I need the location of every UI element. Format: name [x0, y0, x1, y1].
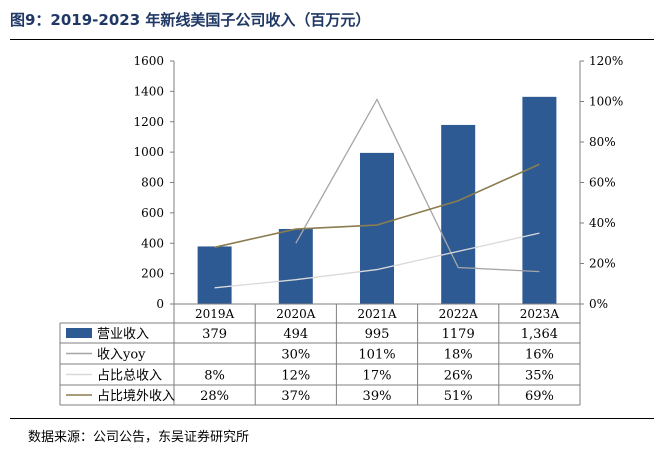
- left-axis-tick-label: 200: [141, 267, 164, 281]
- left-axis-tick-label: 0: [156, 297, 164, 311]
- x-axis-category-label: 2019A: [195, 307, 235, 321]
- table-cell-value: 8%: [204, 369, 225, 384]
- table-cell-value: 12%: [281, 369, 310, 384]
- legend-label: 占比总收入: [97, 369, 162, 384]
- right-axis-tick-label: 120%: [589, 54, 623, 68]
- bar-revenue-2020A: [278, 228, 313, 304]
- left-axis-tick-label: 1400: [133, 84, 164, 98]
- left-axis-tick-label: 400: [141, 236, 164, 250]
- left-axis-tick-label: 600: [141, 206, 164, 220]
- legend-label: 营业收入: [97, 327, 149, 342]
- bar-revenue-2022A: [441, 124, 476, 304]
- title-rule: [10, 39, 654, 40]
- line-series: [214, 98, 540, 289]
- left-axis-tick-label: 1000: [133, 145, 164, 159]
- source-rule: [10, 418, 654, 419]
- line-revenue-yoy: [295, 98, 540, 273]
- table-cell-value: 17%: [363, 369, 392, 384]
- table-cell-value: 39%: [363, 389, 392, 404]
- right-axis-tick-label: 0%: [589, 297, 608, 311]
- legend-label: 收入yoy: [97, 348, 146, 363]
- left-axis-tick-label: 800: [141, 176, 164, 190]
- table-cell-value: 26%: [444, 369, 473, 384]
- left-axis-tick-label: 1600: [133, 54, 164, 68]
- table-cell-value: 37%: [281, 389, 310, 404]
- right-axis-tick-label: 20%: [589, 257, 616, 271]
- bar-revenue-2019A: [197, 246, 232, 304]
- figure-title: 图9：2019-2023 年新线美国子公司收入（百万元）: [10, 11, 371, 29]
- x-axis-category-label: 2022A: [439, 307, 479, 321]
- legend-swatch-revenue: [66, 328, 92, 338]
- table-cell-value: 51%: [444, 389, 473, 404]
- table-cell-value: 30%: [281, 348, 310, 363]
- legend-label: 占比境外收入: [97, 389, 175, 404]
- x-axis-category-label: 2021A: [357, 307, 397, 321]
- table-cell-value: 16%: [525, 348, 554, 363]
- right-axis-tick-label: 80%: [589, 135, 616, 149]
- table-cell-value: 379: [202, 327, 227, 342]
- table-cell-value: 35%: [525, 369, 554, 384]
- table-cell-value: 101%: [358, 348, 395, 363]
- bar-revenue-2021A: [360, 152, 394, 304]
- bar-series: [197, 96, 557, 304]
- table-cell-value: 69%: [525, 389, 554, 404]
- right-axis-tick-label: 40%: [589, 216, 616, 230]
- right-axis-tick-label: 100%: [589, 95, 623, 109]
- table-cell-value: 494: [283, 327, 308, 342]
- x-axis-category-label: 2023A: [520, 307, 560, 321]
- source-note: 数据来源：公司公告，东吴证券研究所: [28, 430, 250, 445]
- left-axis-tick-label: 1200: [133, 115, 164, 129]
- table-cell-value: 1,364: [521, 327, 558, 342]
- table-cell-value: 18%: [444, 348, 473, 363]
- table-cell-value: 28%: [200, 389, 229, 404]
- bar-revenue-2023A: [522, 96, 557, 304]
- x-axis-category-label: 2020A: [276, 307, 316, 321]
- right-axis-tick-label: 60%: [589, 176, 616, 190]
- data-table: 2019A 2020A 2021A 2022A 2023A 营业收入 379 494 995 11…: [59, 303, 581, 406]
- table-cell-value: 995: [365, 327, 390, 342]
- table-cell-value: 1179: [442, 327, 475, 342]
